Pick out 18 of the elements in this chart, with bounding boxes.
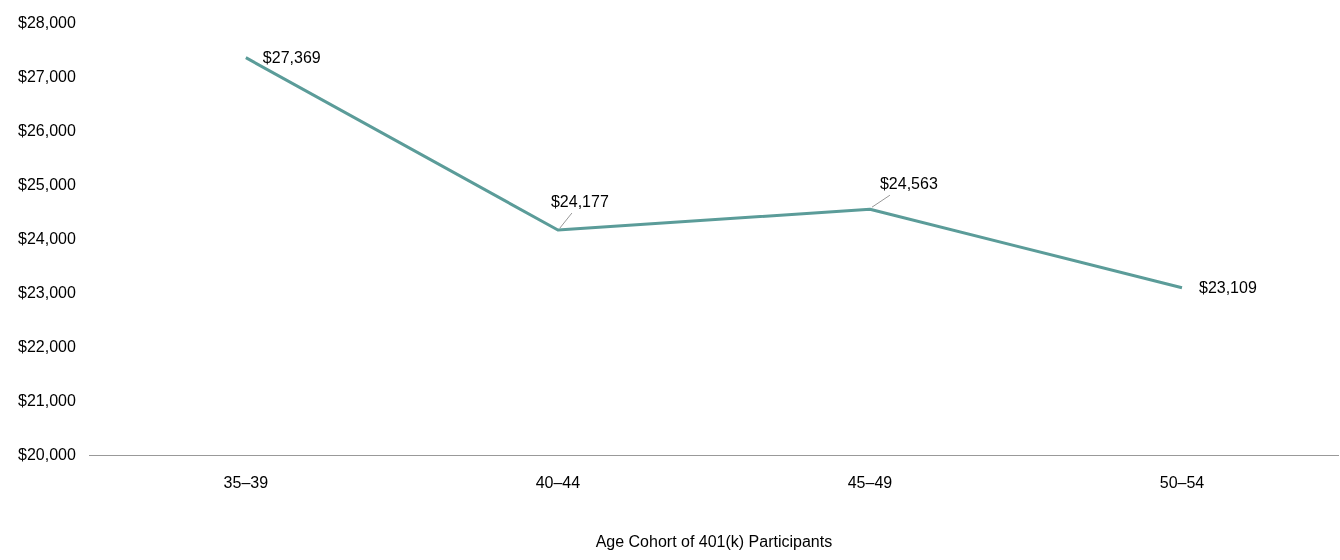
x-tick-label: 35–39 bbox=[223, 473, 269, 491]
x-axis-title: Age Cohort of 401(k) Participants bbox=[595, 532, 833, 550]
y-tick-label: $24,000 bbox=[17, 230, 76, 248]
data-label: $23,109 bbox=[1198, 279, 1257, 297]
data-label: $24,177 bbox=[550, 193, 609, 211]
y-tick-label: $20,000 bbox=[17, 446, 76, 464]
y-tick-label: $23,000 bbox=[17, 284, 76, 302]
y-tick-label: $27,000 bbox=[17, 68, 76, 86]
y-tick-label: $22,000 bbox=[17, 338, 76, 356]
y-tick-label: $26,000 bbox=[17, 122, 76, 140]
y-tick-label: $25,000 bbox=[17, 176, 76, 194]
x-tick-label: 50–54 bbox=[1159, 473, 1205, 491]
data-label: $24,563 bbox=[879, 174, 938, 192]
data-label: $27,369 bbox=[262, 49, 321, 67]
y-tick-label: $21,000 bbox=[17, 392, 76, 410]
x-tick-label: 40–44 bbox=[535, 473, 581, 491]
y-tick-label: $28,000 bbox=[17, 14, 76, 32]
x-tick-label: 45–49 bbox=[847, 473, 893, 491]
